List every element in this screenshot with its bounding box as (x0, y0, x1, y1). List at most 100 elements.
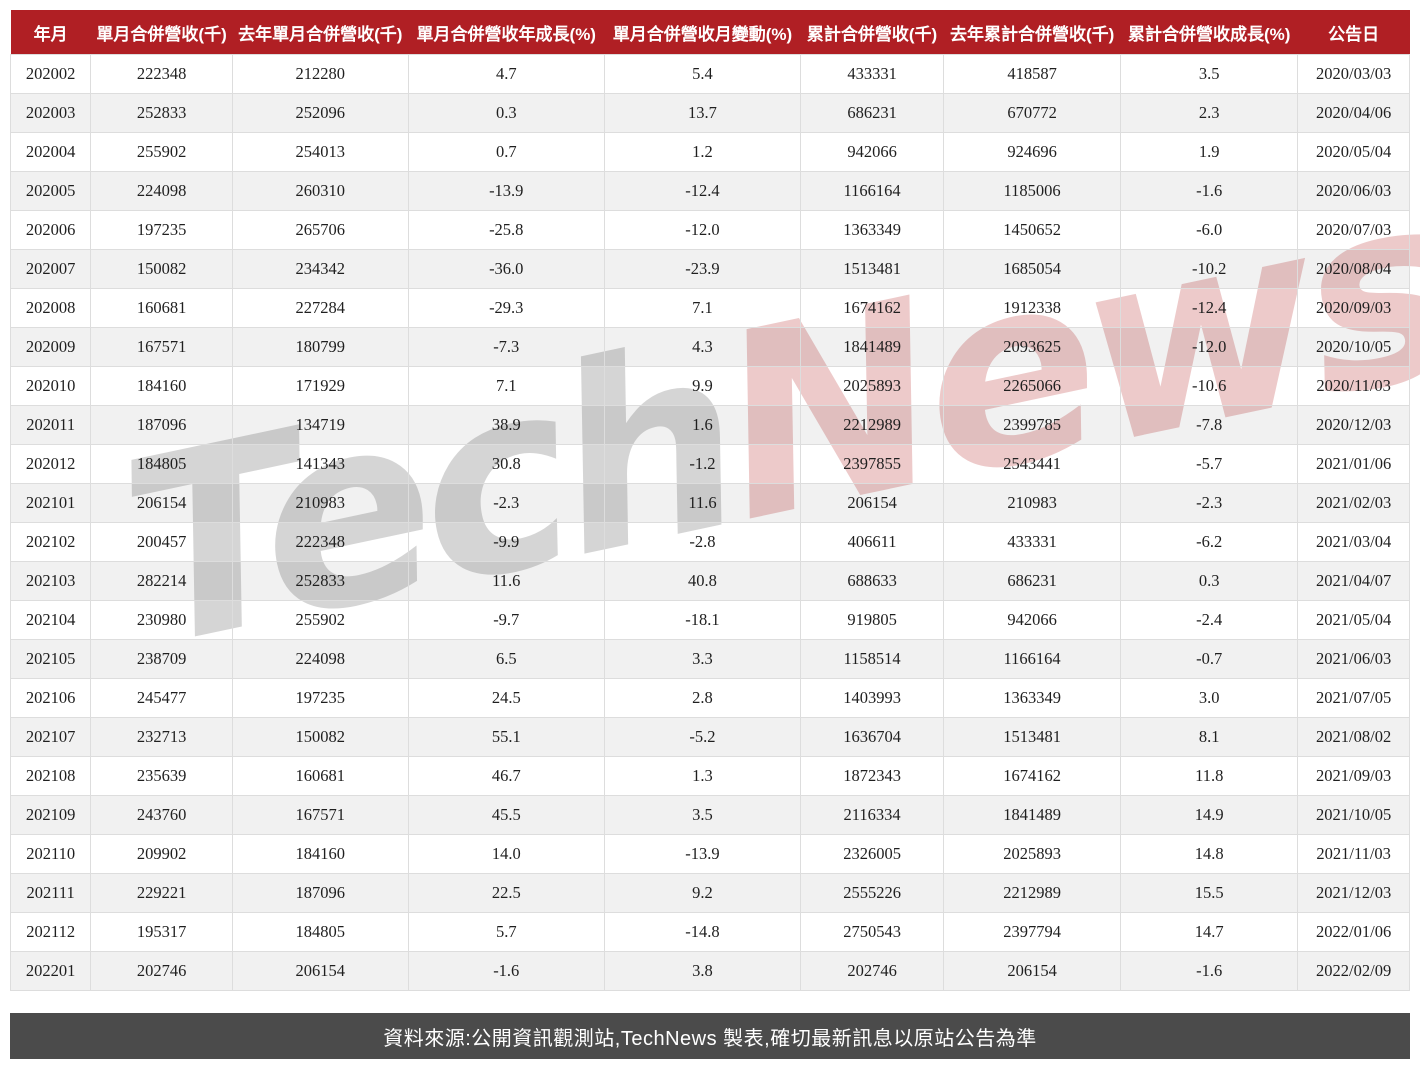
table-cell: 9.2 (603, 873, 802, 913)
table-cell: 0.3 (407, 93, 605, 133)
table-cell: 5.4 (603, 54, 802, 94)
table-cell: 2093625 (943, 327, 1122, 367)
table-cell: 150082 (231, 717, 409, 757)
table-cell: -25.8 (407, 210, 605, 250)
table-cell: 22.5 (407, 873, 605, 913)
data-source-footer: 資料來源:公開資訊觀測站,TechNews 製表,確切最新訊息以原站公告為準 (10, 1013, 1410, 1059)
table-cell: 202201 (9, 951, 92, 991)
table-cell: 184160 (231, 834, 409, 874)
table-cell: 2020/11/03 (1297, 366, 1410, 406)
table-cell: 2021/07/05 (1297, 678, 1410, 718)
table-cell: 2021/06/03 (1297, 639, 1410, 679)
table-cell: 14.9 (1120, 795, 1299, 835)
table-cell: -10.2 (1120, 249, 1299, 289)
table-cell: 206154 (90, 483, 233, 523)
table-cell: -36.0 (407, 249, 605, 289)
table-cell: 243760 (90, 795, 233, 835)
table-cell: 1166164 (943, 639, 1122, 679)
table-cell: 2.8 (603, 678, 802, 718)
table-cell: 1363349 (943, 678, 1122, 718)
table-cell: -12.0 (1120, 327, 1299, 367)
table-cell: 202105 (9, 639, 92, 679)
table-cell: 1841489 (943, 795, 1122, 835)
table-cell: 171929 (231, 366, 409, 406)
table-cell: 202002 (9, 54, 92, 94)
table-cell: 2020/09/03 (1297, 288, 1410, 328)
table-cell: -9.9 (407, 522, 605, 562)
table-cell: 265706 (231, 210, 409, 250)
table-cell: 40.8 (603, 561, 802, 601)
table-cell: 2022/02/09 (1297, 951, 1410, 991)
table-cell: -7.3 (407, 327, 605, 367)
table-cell: 202007 (9, 249, 92, 289)
table-cell: 2022/01/06 (1297, 912, 1410, 952)
table-cell: 433331 (800, 54, 945, 94)
table-cell: 2021/04/07 (1297, 561, 1410, 601)
table-cell: 3.5 (1120, 54, 1299, 94)
table-row: 202103 282214 252833 11.6 40.8 688633 686231 0.… (9, 561, 1410, 601)
table-cell: 6.5 (407, 639, 605, 679)
table-row: 202201 202746 206154 -1.6 3.8 202746 206154 -1.… (9, 951, 1410, 991)
table-cell: 2020/04/06 (1297, 93, 1410, 133)
table-cell: 255902 (231, 600, 409, 640)
table-cell: 5.7 (407, 912, 605, 952)
table-cell: 1674162 (800, 288, 945, 328)
table-cell: 202111 (9, 873, 92, 913)
table-cell: 2555226 (800, 873, 945, 913)
table-cell: 1363349 (800, 210, 945, 250)
column-header: 公告日 (1297, 10, 1410, 55)
table-cell: 1403993 (800, 678, 945, 718)
table-cell: -5.2 (603, 717, 802, 757)
table-cell: 4.3 (603, 327, 802, 367)
table-cell: 202009 (9, 327, 92, 367)
table-cell: 238709 (90, 639, 233, 679)
table-cell: 260310 (231, 171, 409, 211)
table-cell: 202106 (9, 678, 92, 718)
table-cell: 252096 (231, 93, 409, 133)
table-cell: 195317 (90, 912, 233, 952)
table-cell: 13.7 (603, 93, 802, 133)
table-cell: 1685054 (943, 249, 1122, 289)
table-cell: 210983 (231, 483, 409, 523)
table-cell: 202004 (9, 132, 92, 172)
table-cell: 2212989 (943, 873, 1122, 913)
table-row: 202010 184160 171929 7.1 9.9 2025893 2265066 -1… (9, 366, 1410, 406)
table-cell: 1450652 (943, 210, 1122, 250)
table-row: 202105 238709 224098 6.5 3.3 1158514 1166164 -0… (9, 639, 1410, 679)
table-row: 202003 252833 252096 0.3 13.7 686231 670772 2.3… (9, 93, 1410, 133)
table-cell: 202109 (9, 795, 92, 835)
table-body: 202002 222348 212280 4.7 5.4 433331 418587 3.5 2… (9, 54, 1410, 991)
table-cell: 2750543 (800, 912, 945, 952)
table-cell: 433331 (943, 522, 1122, 562)
table-cell: 209902 (90, 834, 233, 874)
table-cell: -1.6 (1120, 951, 1299, 991)
table-cell: 4.7 (407, 54, 605, 94)
table-cell: 2116334 (800, 795, 945, 835)
table-cell: 2397855 (800, 444, 945, 484)
table-cell: -6.2 (1120, 522, 1299, 562)
table-cell: -0.7 (1120, 639, 1299, 679)
table-cell: 2021/03/04 (1297, 522, 1410, 562)
table-cell: 224098 (90, 171, 233, 211)
table-row: 202011 187096 134719 38.9 1.6 2212989 2399785-… (9, 405, 1410, 445)
table-cell: 2399785 (943, 405, 1122, 445)
table-cell: -13.9 (407, 171, 605, 211)
table-row: 202112 195317 184805 5.7 -14.8 2750543 2397794… (9, 912, 1410, 952)
table-cell: 180799 (231, 327, 409, 367)
table-cell: 202003 (9, 93, 92, 133)
table-cell: 224098 (231, 639, 409, 679)
table-cell: -13.9 (603, 834, 802, 874)
table-cell: -12.4 (603, 171, 802, 211)
table-cell: 2020/05/04 (1297, 132, 1410, 172)
table-cell: 187096 (231, 873, 409, 913)
table-cell: 1513481 (943, 717, 1122, 757)
table-cell: 9.9 (603, 366, 802, 406)
table-cell: -18.1 (603, 600, 802, 640)
table-cell: 141343 (231, 444, 409, 484)
table-cell: 202110 (9, 834, 92, 874)
table-cell: -23.9 (603, 249, 802, 289)
table-cell: -7.8 (1120, 405, 1299, 445)
table-cell: -2.3 (1120, 483, 1299, 523)
table-cell: 202010 (9, 366, 92, 406)
